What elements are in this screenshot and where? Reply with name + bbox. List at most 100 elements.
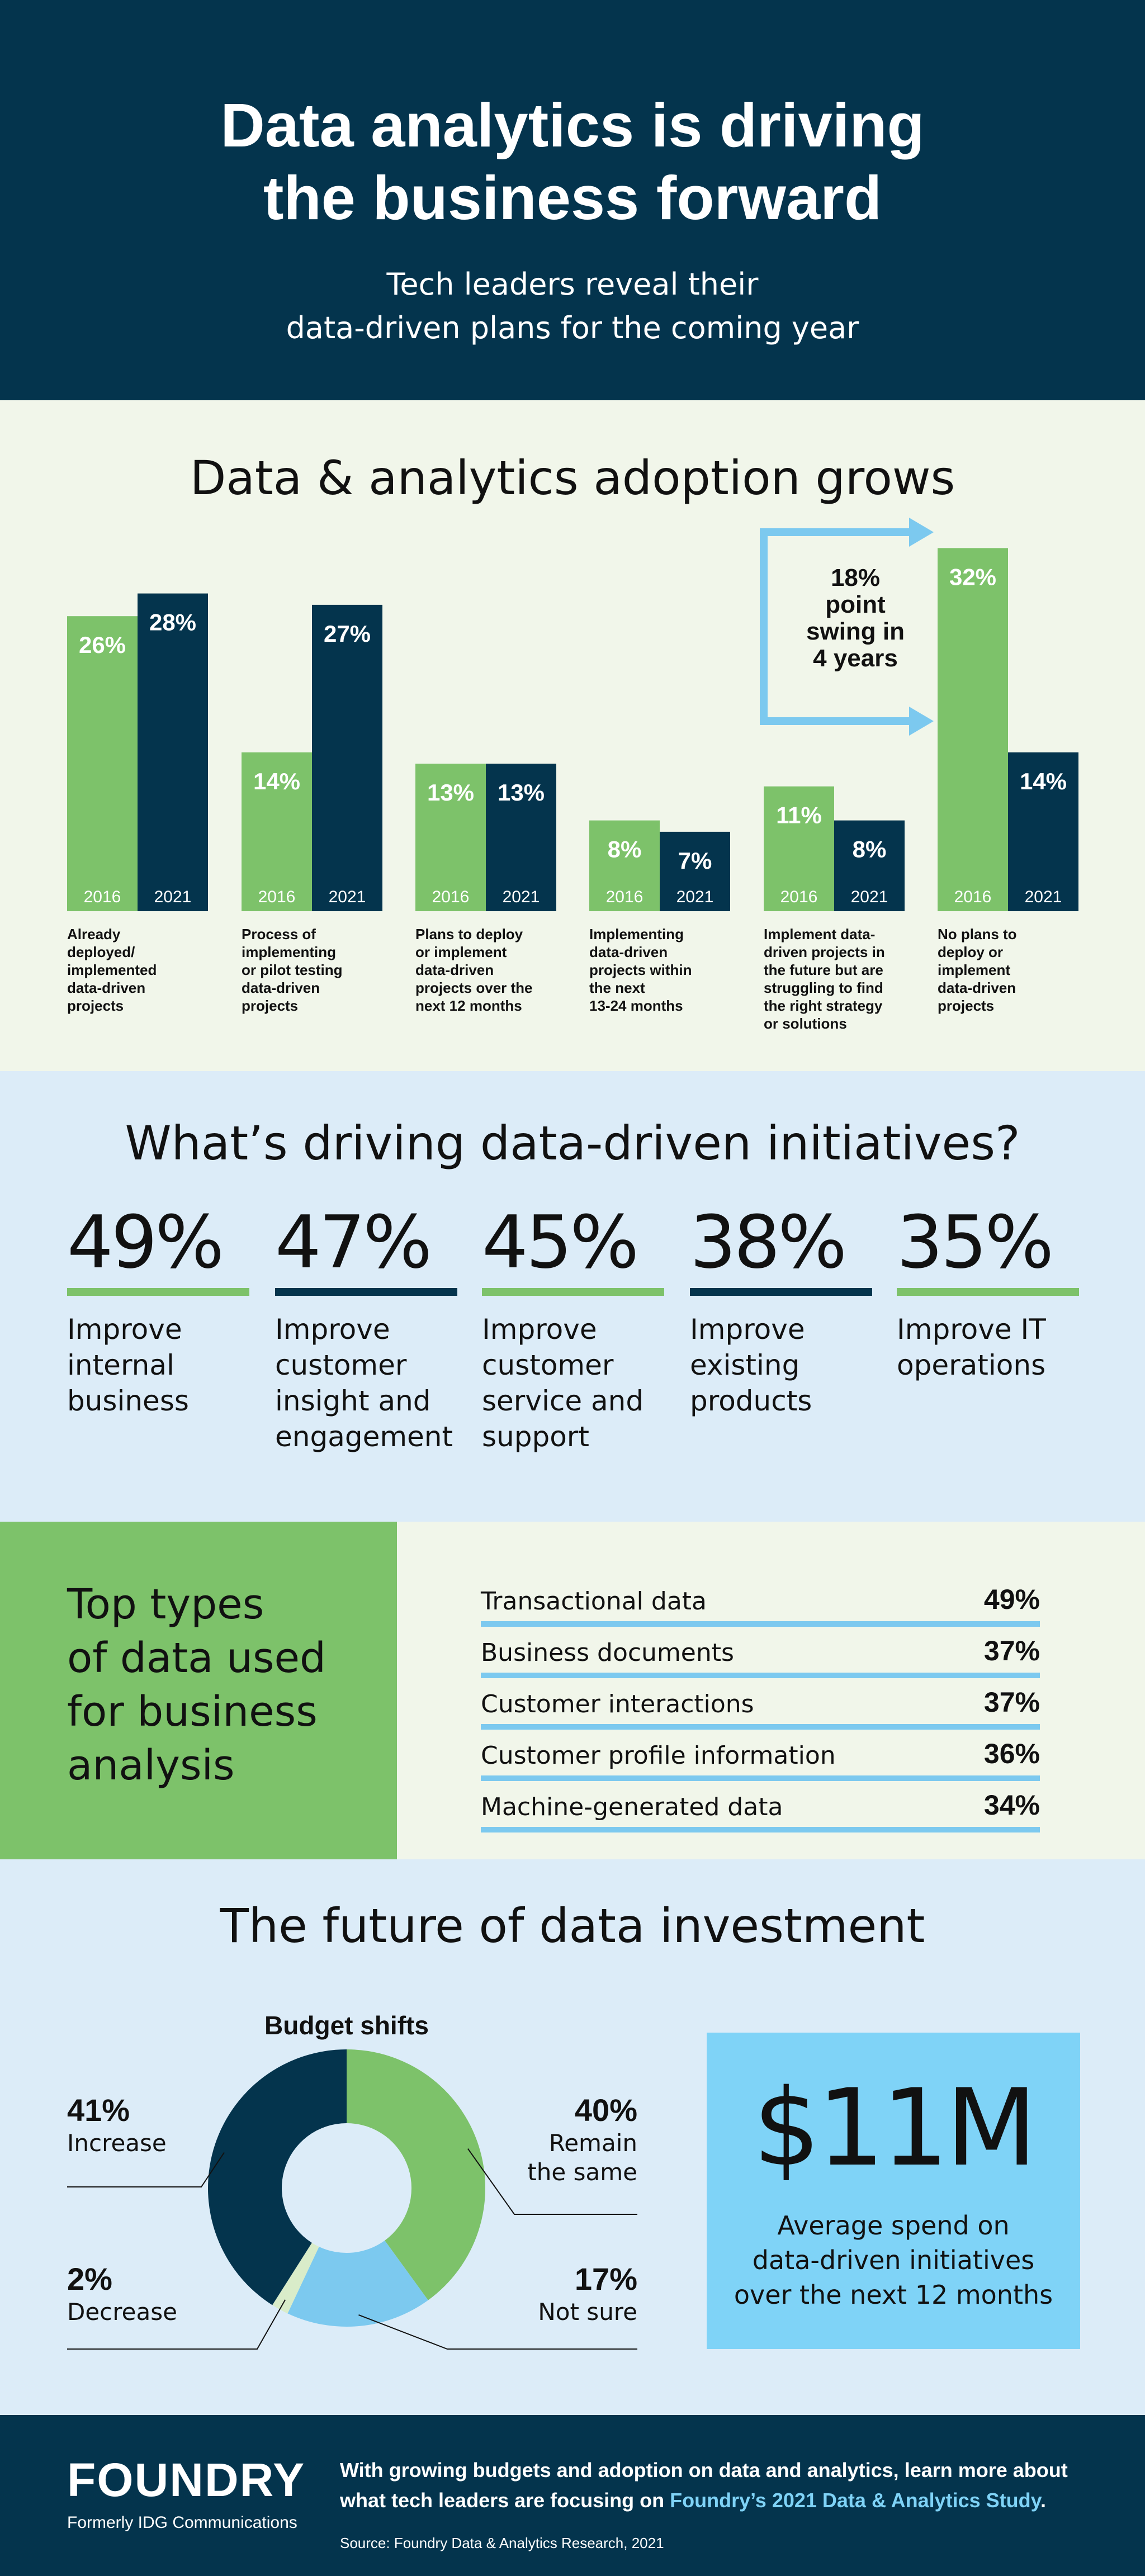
bar-2021-4: [660, 831, 730, 911]
driver-item: 49% Improve internal business: [67, 1200, 249, 1419]
study-link[interactable]: Foundry’s 2021 Data & Analytics Study: [670, 2489, 1041, 2512]
footer-text-line-2: what tech leaders are focusing on: [340, 2489, 670, 2512]
category-label: the right strategy: [764, 997, 883, 1014]
spend-description: Average spend on data-driven initiatives o…: [734, 2210, 1053, 2310]
page-subtitle: Tech leaders reveal their data-driven pl…: [0, 263, 1145, 350]
types-row-name: Business documents: [481, 1639, 734, 1667]
category-label: the next: [589, 979, 645, 996]
donut-category-label: Decrease: [67, 2298, 177, 2326]
donut-category-label: Remain: [549, 2129, 637, 2157]
header: Data analytics is driving the business f…: [0, 0, 1145, 400]
driver-item: 38% Improve existing products: [690, 1200, 872, 1419]
donut-slice: [272, 2242, 319, 2314]
bar-year-label: 2016: [780, 888, 818, 906]
driver-percent: 49%: [67, 1200, 224, 1285]
types-row-value: 34%: [983, 1789, 1040, 1821]
category-label: Process of: [242, 926, 316, 943]
bar-value-label: 13%: [498, 779, 545, 806]
spend-value: $11M: [753, 2066, 1038, 2190]
category-label: or implement: [415, 944, 507, 960]
category-label: Implement data-: [764, 926, 875, 943]
bar-2021-2: [312, 604, 382, 911]
category-label: data-driven: [242, 979, 320, 996]
bar-value-label: 7%: [678, 847, 712, 874]
category-label: data-driven: [589, 944, 668, 960]
page-title: Data analytics is driving the business f…: [0, 89, 1145, 235]
footer: FOUNDRY Formerly IDG Communications With…: [0, 2415, 1145, 2576]
bar-year-label: 2016: [258, 888, 296, 906]
drivers-section: What’s driving data-driven initiatives? …: [0, 1071, 1145, 1522]
donut-category-label: the same: [527, 2158, 637, 2186]
driver-item: 47% Improve customer insight and engagement: [275, 1200, 457, 1455]
category-label: or solutions: [764, 1015, 847, 1032]
category-label: Plans to deploy: [415, 926, 523, 943]
donut-slice: [347, 2049, 485, 2300]
category-label: deployed/: [67, 944, 135, 960]
category-label: No plans to: [938, 926, 1017, 943]
types-row: Machine-generated data 34%: [481, 1781, 1040, 1832]
bar-year-label: 2021: [1025, 888, 1062, 906]
bar-year-label: 2016: [954, 888, 992, 906]
driver-description: Improve customer service and support: [482, 1313, 644, 1453]
bar-value-label: 8%: [608, 836, 642, 863]
arrow-right-icon: [909, 707, 934, 736]
bar-2016-4: [589, 820, 660, 911]
types-row-value: 49%: [983, 1584, 1040, 1615]
types-title-panel: Top types of data used for business analysi…: [0, 1522, 397, 1859]
donut-slice: [208, 2049, 347, 2305]
bar-value-label: 32%: [949, 564, 996, 590]
types-row-value: 36%: [983, 1738, 1040, 1769]
subtitle-line-1: Tech leaders reveal their: [386, 267, 759, 302]
bar-2016-3: [415, 764, 486, 911]
category-label: Already: [67, 926, 121, 943]
bar-value-label: 28%: [149, 609, 196, 636]
swing-callout-text: point: [825, 591, 886, 618]
bar-year-label: 2016: [606, 888, 644, 906]
bar-year-label: 2021: [503, 888, 540, 906]
bar-year-label: 2016: [84, 888, 121, 906]
future-title: The future of data investment: [220, 1898, 925, 1953]
adoption-section: Data & analytics adoption grows 26% 2016 2…: [0, 400, 1145, 1071]
donut-value-label: 17%: [575, 2261, 637, 2296]
driver-rule: [482, 1288, 664, 1296]
bar-value-label: 8%: [853, 836, 887, 863]
logo-subtitle: Formerly IDG Communications: [67, 2513, 297, 2532]
bar-2021-3: [486, 764, 556, 911]
category-label: Implementing: [589, 926, 684, 943]
driver-description: Improve IT operations: [897, 1313, 1046, 1381]
foundry-logo: FOUNDRY: [67, 2454, 306, 2506]
types-row: Customer interactions 37%: [481, 1678, 1040, 1730]
drivers-title: What’s driving data-driven initiatives?: [125, 1116, 1020, 1171]
bar-value-label: 14%: [253, 768, 300, 794]
donut-leader-line: [467, 2148, 637, 2215]
driver-item: 45% Improve customer service and support: [482, 1200, 664, 1455]
swing-callout-text: 4 years: [813, 645, 898, 672]
types-row-name: Machine-generated data: [481, 1793, 783, 1821]
category-label: data-driven: [67, 979, 145, 996]
category-label: or pilot testing: [242, 962, 343, 978]
category-label: projects: [938, 997, 994, 1014]
types-row: Transactional data 49%: [481, 1575, 1040, 1627]
footer-text: With growing budgets and adoption on dat…: [340, 2455, 1123, 2516]
category-label: implement: [938, 962, 1010, 978]
donut-value-label: 41%: [67, 2092, 130, 2128]
bar-2016-2: [242, 752, 312, 911]
donut-value-label: 2%: [67, 2261, 112, 2296]
driver-rule: [275, 1288, 457, 1296]
driver-description: Improve internal business: [67, 1313, 189, 1417]
driver-rule: [67, 1288, 249, 1296]
driver-rule: [897, 1288, 1079, 1296]
donut-leader-line: [67, 2152, 225, 2187]
category-label: projects: [242, 997, 298, 1014]
swing-callout-text: swing in: [806, 618, 905, 645]
category-label: the future but are: [764, 962, 883, 978]
swing-bracket: [760, 528, 917, 725]
spend-callout: $11M Average spend on data-driven initiat…: [707, 2033, 1080, 2349]
future-section: The future of data investment Budget shi…: [0, 1859, 1145, 2415]
category-label: projects within: [589, 962, 692, 978]
category-label: implemented: [67, 962, 157, 978]
bar-year-label: 2021: [851, 888, 888, 906]
types-title: Top types of data used for business analysi…: [67, 1580, 327, 1789]
types-row: Customer profile information 36%: [481, 1730, 1040, 1781]
